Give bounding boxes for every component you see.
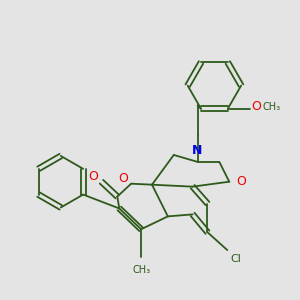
Text: O: O	[118, 172, 128, 185]
Text: O: O	[252, 100, 261, 113]
Text: Cl: Cl	[230, 254, 241, 264]
Text: O: O	[236, 175, 246, 188]
Text: CH₃: CH₃	[132, 265, 150, 275]
Text: N: N	[192, 144, 203, 157]
Text: O: O	[88, 170, 98, 183]
Text: CH₃: CH₃	[262, 102, 280, 112]
